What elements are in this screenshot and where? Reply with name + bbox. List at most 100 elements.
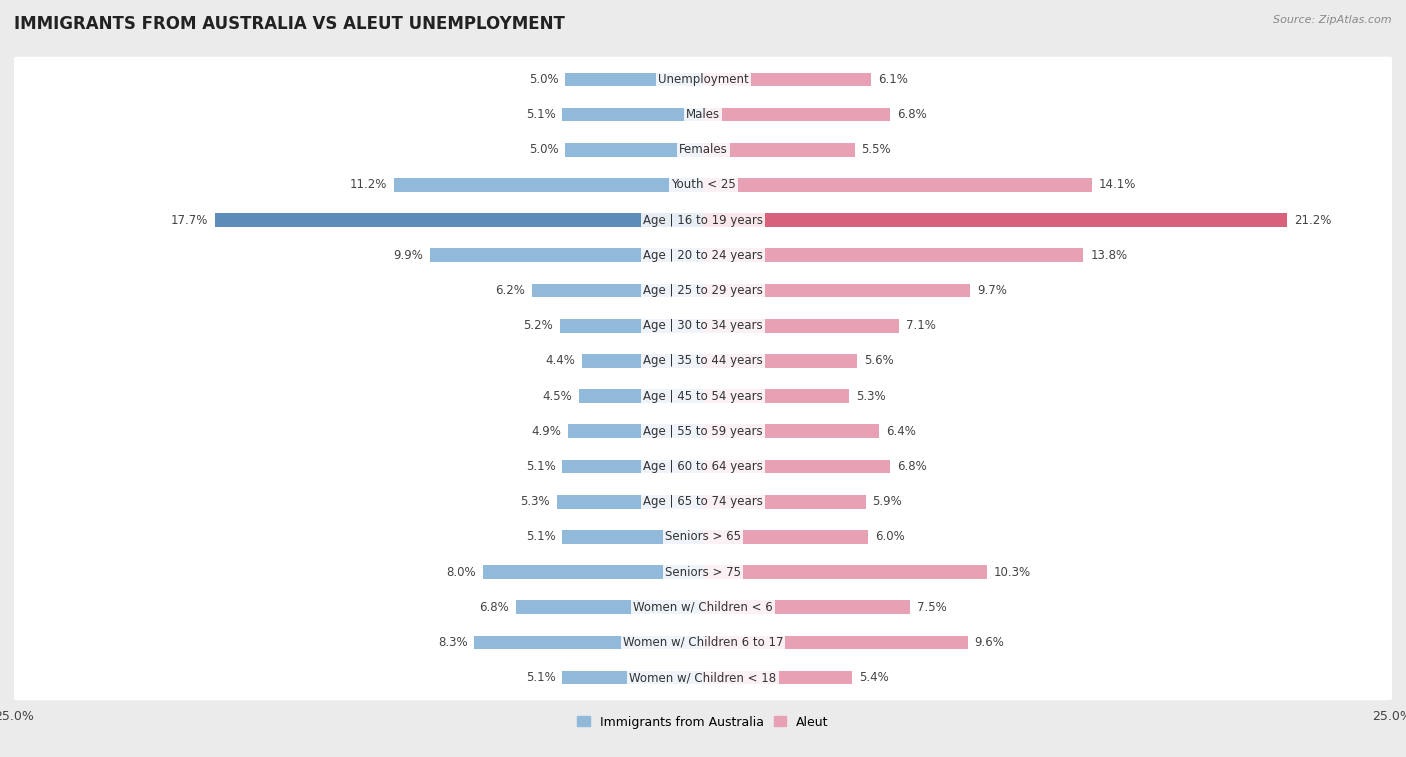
Text: Age | 55 to 59 years: Age | 55 to 59 years [643,425,763,438]
Bar [568,425,703,438]
Bar [703,213,1288,227]
Text: 13.8%: 13.8% [1090,249,1128,262]
FancyBboxPatch shape [13,479,1393,525]
Bar [560,319,703,332]
Bar [562,671,703,684]
Text: Women w/ Children 6 to 17: Women w/ Children 6 to 17 [623,636,783,649]
Bar [562,530,703,544]
Text: Males: Males [686,108,720,121]
Bar [703,248,1083,262]
Bar [703,284,970,298]
Text: Source: ZipAtlas.com: Source: ZipAtlas.com [1274,15,1392,25]
Bar [565,143,703,157]
FancyBboxPatch shape [13,620,1393,665]
Text: 9.6%: 9.6% [974,636,1004,649]
FancyBboxPatch shape [13,162,1393,207]
Bar [579,389,703,403]
FancyBboxPatch shape [13,127,1393,173]
Bar [394,178,703,192]
Text: 17.7%: 17.7% [172,213,208,226]
Text: 9.7%: 9.7% [977,284,1007,297]
Bar [703,530,869,544]
FancyBboxPatch shape [13,268,1393,313]
Text: 21.2%: 21.2% [1294,213,1331,226]
Bar [703,73,872,86]
Text: Seniors > 75: Seniors > 75 [665,565,741,578]
Text: 5.6%: 5.6% [865,354,894,367]
Text: 5.1%: 5.1% [526,671,555,684]
Bar [703,107,890,121]
Text: 5.4%: 5.4% [859,671,889,684]
Text: Youth < 25: Youth < 25 [671,179,735,192]
FancyBboxPatch shape [13,444,1393,489]
Bar [474,636,703,650]
Bar [562,459,703,473]
FancyBboxPatch shape [13,514,1393,559]
Bar [516,600,703,614]
Bar [703,389,849,403]
FancyBboxPatch shape [13,373,1393,419]
Text: 6.8%: 6.8% [897,108,927,121]
Text: Age | 20 to 24 years: Age | 20 to 24 years [643,249,763,262]
Text: 11.2%: 11.2% [350,179,388,192]
Bar [703,354,858,368]
Bar [482,565,703,579]
Text: 5.3%: 5.3% [520,495,550,508]
Bar [703,495,866,509]
Text: 5.1%: 5.1% [526,531,555,544]
Text: Age | 35 to 44 years: Age | 35 to 44 years [643,354,763,367]
Text: Women w/ Children < 6: Women w/ Children < 6 [633,601,773,614]
Text: 4.4%: 4.4% [546,354,575,367]
Text: 5.3%: 5.3% [856,390,886,403]
Text: 8.0%: 8.0% [446,565,475,578]
Bar [703,178,1091,192]
Text: Seniors > 65: Seniors > 65 [665,531,741,544]
Bar [703,143,855,157]
Text: Females: Females [679,143,727,156]
Text: 6.0%: 6.0% [875,531,905,544]
Text: Age | 30 to 34 years: Age | 30 to 34 years [643,319,763,332]
FancyBboxPatch shape [13,584,1393,630]
Text: Age | 16 to 19 years: Age | 16 to 19 years [643,213,763,226]
Bar [703,565,987,579]
Text: 7.1%: 7.1% [905,319,935,332]
Text: 4.9%: 4.9% [531,425,561,438]
Bar [565,73,703,86]
Text: 9.9%: 9.9% [394,249,423,262]
Bar [215,213,703,227]
Bar [703,636,967,650]
Bar [582,354,703,368]
FancyBboxPatch shape [13,409,1393,454]
Text: 4.5%: 4.5% [543,390,572,403]
Text: 6.1%: 6.1% [877,73,908,86]
FancyBboxPatch shape [13,232,1393,278]
FancyBboxPatch shape [13,338,1393,384]
Text: 6.2%: 6.2% [495,284,526,297]
Bar [430,248,703,262]
Text: 6.4%: 6.4% [886,425,917,438]
Text: 7.5%: 7.5% [917,601,946,614]
Text: Age | 45 to 54 years: Age | 45 to 54 years [643,390,763,403]
Bar [703,319,898,332]
Text: 5.0%: 5.0% [529,73,558,86]
Bar [703,459,890,473]
Text: 6.8%: 6.8% [479,601,509,614]
FancyBboxPatch shape [13,550,1393,595]
Legend: Immigrants from Australia, Aleut: Immigrants from Australia, Aleut [572,711,834,734]
Text: 5.0%: 5.0% [529,143,558,156]
Text: Women w/ Children < 18: Women w/ Children < 18 [630,671,776,684]
Text: 5.2%: 5.2% [523,319,553,332]
FancyBboxPatch shape [13,655,1393,700]
Text: 6.8%: 6.8% [897,460,927,473]
Text: 10.3%: 10.3% [994,565,1031,578]
Text: 5.5%: 5.5% [862,143,891,156]
FancyBboxPatch shape [13,92,1393,137]
Text: 5.1%: 5.1% [526,460,555,473]
Text: Age | 25 to 29 years: Age | 25 to 29 years [643,284,763,297]
Text: 8.3%: 8.3% [437,636,467,649]
Text: Age | 65 to 74 years: Age | 65 to 74 years [643,495,763,508]
FancyBboxPatch shape [13,57,1393,102]
Text: 14.1%: 14.1% [1098,179,1136,192]
FancyBboxPatch shape [13,198,1393,243]
Text: 5.9%: 5.9% [873,495,903,508]
